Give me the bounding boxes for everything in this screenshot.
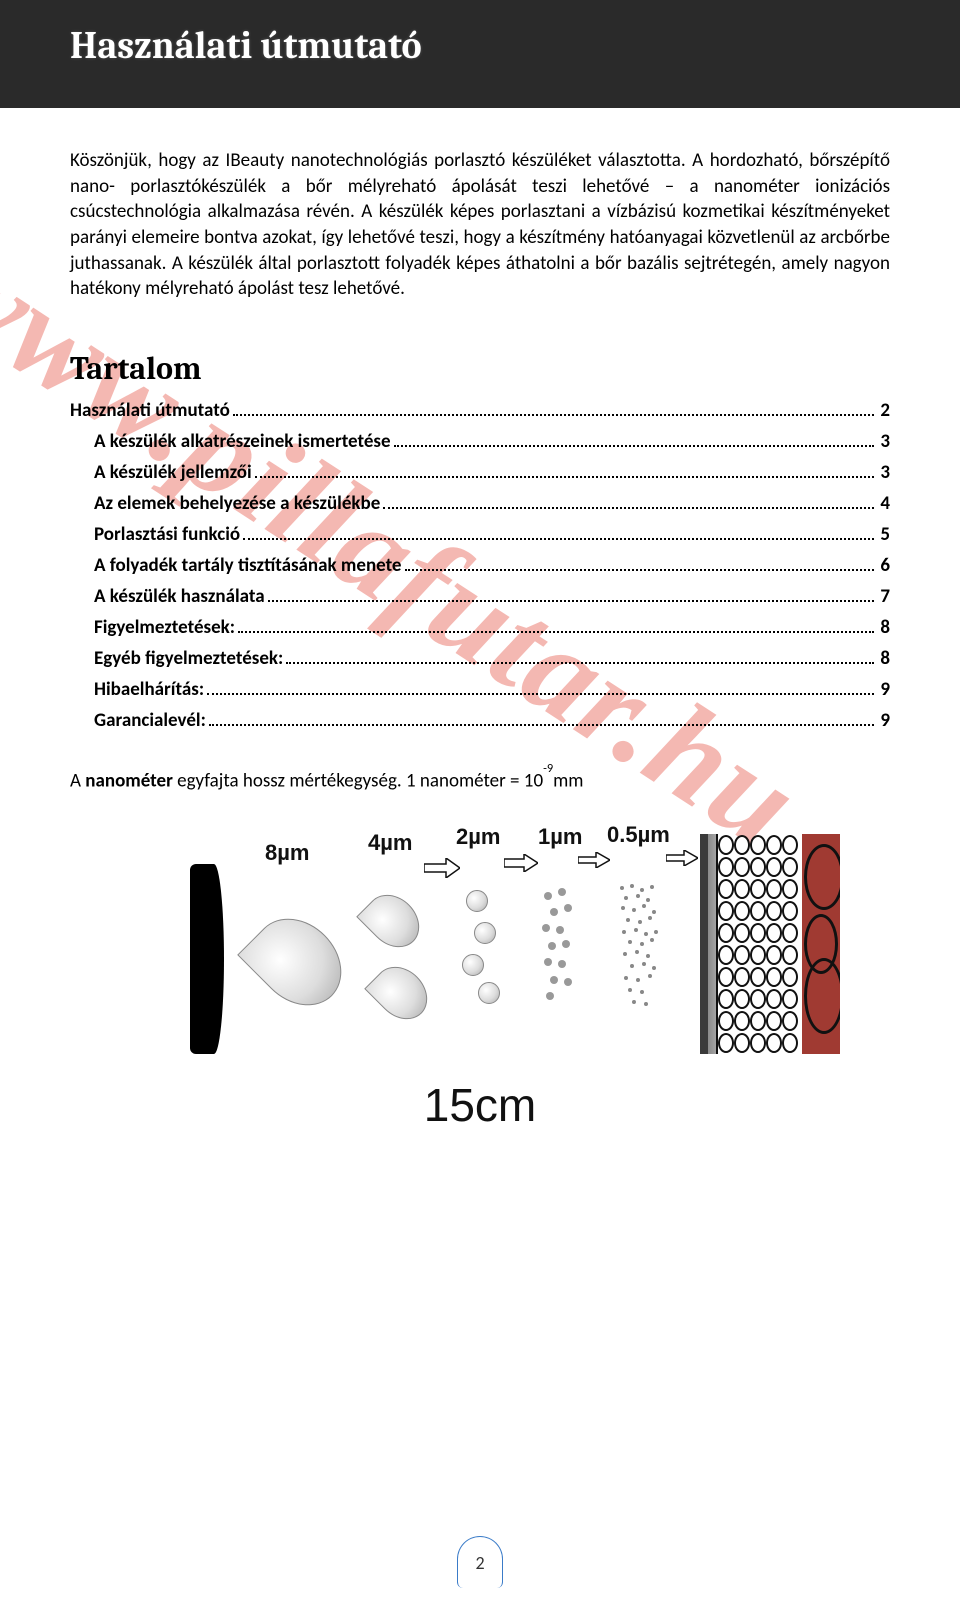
toc-item-label: A folyadék tartály tisztításának menete: [94, 554, 402, 577]
header-band: Használati útmutató: [0, 0, 960, 108]
toc-item-label: A készülék alkatrészeinek ismertetése: [94, 430, 391, 453]
toc-item-page: 9: [877, 709, 890, 732]
emitter-shape: [190, 864, 224, 1054]
toc-item[interactable]: Garancialevél: 9: [70, 709, 890, 732]
toc-item[interactable]: Hibaelhárítás: 9: [70, 678, 890, 701]
skin-cross-section: [700, 834, 840, 1054]
size-label: 1µm: [538, 824, 582, 850]
droplet-8um: [237, 901, 359, 1023]
skin-surface: [700, 834, 718, 1054]
arrow-icon: [666, 850, 698, 866]
def-sup: -9: [543, 761, 553, 776]
toc-item[interactable]: A folyadék tartály tisztításának menete 6: [70, 554, 890, 577]
toc-item[interactable]: Az elemek behelyezése a készülékbe 4: [70, 492, 890, 515]
toc-item[interactable]: Egyéb figyelmeztetések: 8: [70, 647, 890, 670]
toc-item-page: 3: [877, 430, 890, 453]
toc-item[interactable]: A készülék alkatrészeinek ismertetése 3: [70, 430, 890, 453]
blood-vessel: [802, 834, 840, 1054]
toc-item-label: Az elemek behelyezése a készülékbe: [94, 492, 380, 515]
toc-item-label: A készülék jellemzői: [94, 461, 252, 484]
toc-item[interactable]: A készülék jellemzői 3: [70, 461, 890, 484]
nanometer-diagram: 8µm 4µm 2µm 1µm 0.5µm: [120, 804, 840, 1074]
toc-item-label: Figyelmeztetések:: [94, 616, 235, 639]
nanometer-definition: A nanométer egyfajta hossz mértékegység.…: [70, 768, 890, 792]
diagram-caption: 15cm: [70, 1078, 890, 1132]
toc-dots: [383, 493, 874, 509]
toc-item-label: A készülék használata: [94, 585, 265, 608]
toc-item-page: 3: [877, 461, 890, 484]
toc-item-page: 8: [877, 616, 890, 639]
droplet-4um: [364, 956, 438, 1030]
droplet-2um: [478, 982, 500, 1004]
arrow-icon: [504, 854, 538, 872]
size-label: 4µm: [368, 830, 412, 856]
toc-heading: Tartalom: [70, 350, 890, 387]
toc-dots: [255, 462, 875, 478]
body-area: Köszönjük, hogy az IBeauty nanotechnológ…: [0, 108, 960, 1132]
toc-item[interactable]: A készülék használata 7: [70, 585, 890, 608]
page-title: Használati útmutató: [70, 24, 890, 68]
droplet-05um-cluster: [618, 882, 660, 1012]
arrow-icon: [578, 852, 610, 868]
def-suffix: mm: [553, 769, 583, 792]
toc-item[interactable]: Porlasztási funkció 5: [70, 523, 890, 546]
toc-item[interactable]: Használati útmutató 2: [70, 399, 890, 422]
toc-dots: [394, 431, 875, 447]
page-number: 2: [457, 1536, 503, 1588]
droplet-2um: [466, 890, 488, 912]
toc-item-label: Egyéb figyelmeztetések:: [94, 647, 283, 670]
arrow-icon: [424, 858, 460, 878]
page: www.pillafutar.hu Használati útmutató Kö…: [0, 0, 960, 1598]
droplet-2um: [462, 954, 484, 976]
toc-dots: [268, 586, 875, 602]
toc-item-page: 2: [877, 399, 890, 422]
droplet-2um: [474, 922, 496, 944]
size-label: 2µm: [456, 824, 500, 850]
droplet-4um: [356, 884, 430, 958]
toc-item-page: 7: [877, 585, 890, 608]
toc-dots: [207, 679, 874, 695]
toc-item-label: Porlasztási funkció: [94, 523, 240, 546]
intro-paragraph: Köszönjük, hogy az IBeauty nanotechnológ…: [70, 148, 890, 302]
toc-item-page: 8: [877, 647, 890, 670]
toc-item-page: 5: [877, 523, 890, 546]
def-bold: nanométer: [85, 769, 173, 792]
def-rest: egyfajta hossz mértékegység. 1 nanométer…: [173, 769, 543, 792]
toc-item[interactable]: Figyelmeztetések: 8: [70, 616, 890, 639]
droplet-1um-cluster: [540, 886, 576, 1006]
toc-item-label: Használati útmutató: [70, 399, 230, 422]
toc-dots: [243, 524, 874, 540]
size-label: 8µm: [265, 840, 309, 866]
table-of-contents: Használati útmutató 2 A készülék alkatrész…: [70, 399, 890, 732]
skin-cells: [718, 834, 808, 1054]
toc-dots: [286, 648, 874, 664]
toc-item-label: Hibaelhárítás:: [94, 678, 204, 701]
toc-dots: [209, 710, 875, 726]
toc-dots: [405, 555, 875, 571]
toc-item-page: 9: [877, 678, 890, 701]
toc-item-page: 6: [877, 554, 890, 577]
def-prefix: A: [70, 769, 85, 792]
toc-dots: [233, 400, 874, 416]
size-label: 0.5µm: [607, 822, 670, 848]
toc-item-label: Garancialevél:: [94, 709, 206, 732]
toc-item-page: 4: [877, 492, 890, 515]
toc-dots: [238, 617, 874, 633]
